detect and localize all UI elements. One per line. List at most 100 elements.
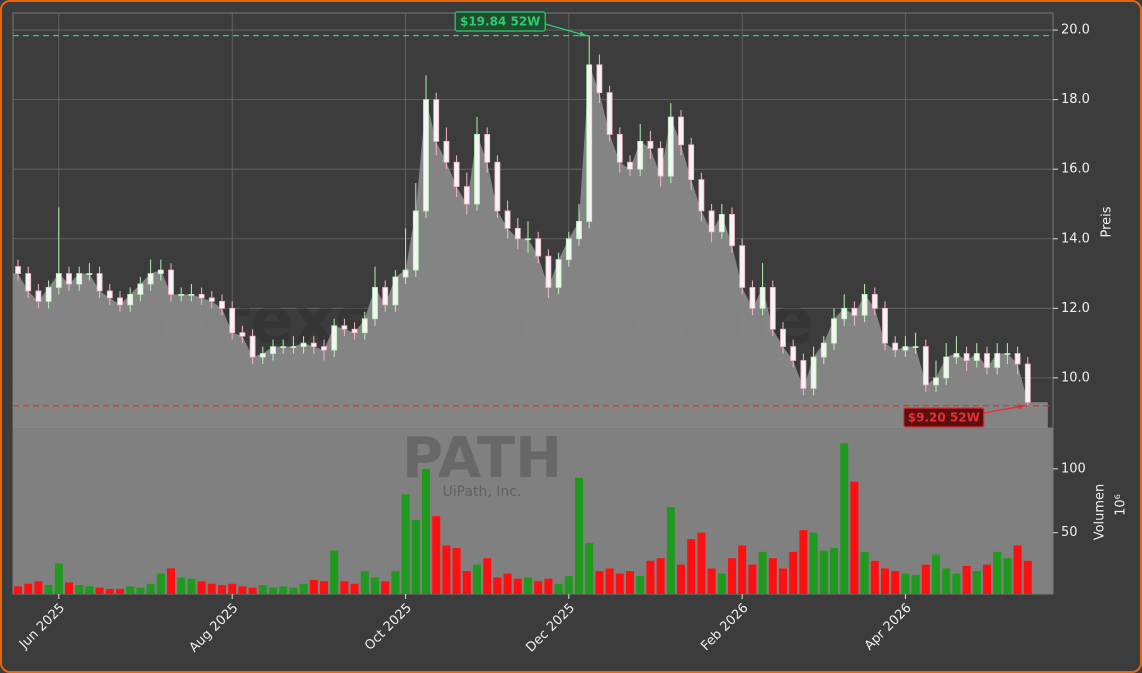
- y-tick-label: 50: [1061, 525, 1078, 540]
- y-tick-label: 14.0: [1061, 231, 1090, 246]
- volume-bar: [360, 571, 369, 594]
- candle-body: [627, 161, 633, 170]
- candle-body: [198, 294, 205, 299]
- volume-bar: [677, 564, 685, 594]
- watermark: UiPath, Inc.: [443, 484, 522, 500]
- volume-bar: [564, 576, 573, 594]
- volume-bar: [442, 545, 451, 594]
- candle-body: [351, 328, 358, 334]
- candle-body: [188, 294, 195, 296]
- volume-bar: [626, 571, 634, 594]
- volume-bar: [575, 477, 583, 594]
- volume-bar: [197, 581, 206, 594]
- candle-body: [525, 238, 531, 241]
- candle-body: [392, 276, 399, 306]
- volume-bar: [891, 571, 900, 594]
- candle-body: [759, 287, 766, 309]
- volume-bar: [983, 564, 991, 594]
- volume-bar: [911, 574, 920, 594]
- candle-body: [780, 328, 786, 348]
- volume-bar: [493, 577, 502, 594]
- candle-body: [1004, 353, 1011, 355]
- volume-bar: [666, 507, 675, 594]
- y-tick-label: 12.0: [1061, 301, 1090, 316]
- candle-body: [657, 147, 664, 177]
- volume-bar: [1013, 545, 1022, 594]
- candle-body: [463, 186, 470, 205]
- candle-body: [35, 290, 42, 302]
- candle-body: [433, 99, 440, 142]
- volume-bar: [432, 516, 441, 594]
- candle-body: [270, 346, 276, 354]
- y-tick-label: 20.0: [1061, 23, 1090, 38]
- volume-bar: [75, 585, 84, 594]
- volume-bar: [14, 586, 22, 594]
- candle-body: [494, 161, 501, 212]
- candle-body: [739, 245, 746, 288]
- volume-bar: [921, 564, 930, 594]
- candle-body: [912, 346, 919, 349]
- volume-bar: [452, 548, 461, 594]
- candle-body: [178, 294, 185, 296]
- candle-body: [66, 273, 72, 285]
- volume-bar: [952, 573, 961, 594]
- volume-bar: [554, 583, 563, 594]
- candle-body: [667, 116, 674, 177]
- candle-body: [769, 287, 776, 330]
- volume-bar: [503, 573, 512, 594]
- candle-body: [310, 342, 317, 348]
- candle-body: [239, 332, 246, 337]
- volume-bar: [269, 587, 277, 594]
- candle-body: [851, 307, 858, 316]
- volume-bar: [136, 587, 145, 594]
- annotation-box: [903, 407, 985, 428]
- arrow-head: [1017, 404, 1025, 410]
- annotation-label: $19.84 52W: [460, 15, 540, 29]
- volume-bar: [24, 583, 33, 594]
- candle-body: [219, 300, 225, 309]
- candle-body: [259, 353, 266, 358]
- volume-bar: [768, 558, 777, 594]
- annotation-arrow: [545, 23, 587, 37]
- candle-body: [137, 283, 144, 295]
- volume-bar: [177, 577, 186, 594]
- candle-body: [423, 99, 429, 212]
- candle-body: [25, 273, 32, 292]
- candle-body: [820, 342, 827, 358]
- volume-bar: [809, 532, 818, 594]
- candle-body: [861, 294, 868, 316]
- candle-body: [688, 144, 695, 181]
- candle-body: [616, 134, 623, 163]
- candle-body: [453, 161, 460, 187]
- volume-bar: [116, 588, 124, 594]
- volume-bar: [54, 563, 63, 594]
- candle-body: [637, 140, 644, 170]
- candle-body: [382, 287, 389, 306]
- y-axis-label: Volumen: [1093, 484, 1108, 541]
- volume-bar: [799, 530, 808, 594]
- volume-bar: [350, 583, 359, 594]
- volume-bar: [371, 577, 379, 594]
- candle-body: [576, 220, 582, 240]
- candle-body: [117, 297, 123, 306]
- volume-bar: [534, 581, 543, 594]
- volume-bar: [513, 578, 522, 594]
- candle-body: [800, 360, 807, 389]
- candle-body: [443, 140, 450, 163]
- axis-offset-label: 10⁶: [1114, 494, 1129, 516]
- volume-bar: [779, 568, 787, 594]
- candle-body: [106, 290, 113, 299]
- candle-body: [994, 353, 1001, 368]
- candle-body: [841, 307, 848, 320]
- candle-body: [973, 353, 980, 361]
- y-tick-label: 16.0: [1061, 162, 1090, 177]
- candle-body: [698, 179, 705, 212]
- annotation-arrow: [983, 405, 1025, 414]
- candle-body: [249, 335, 256, 358]
- volume-bar: [972, 571, 981, 594]
- candle-body: [953, 353, 960, 358]
- candle-body: [331, 325, 338, 351]
- candle-body: [729, 214, 735, 247]
- candle-body: [127, 294, 134, 306]
